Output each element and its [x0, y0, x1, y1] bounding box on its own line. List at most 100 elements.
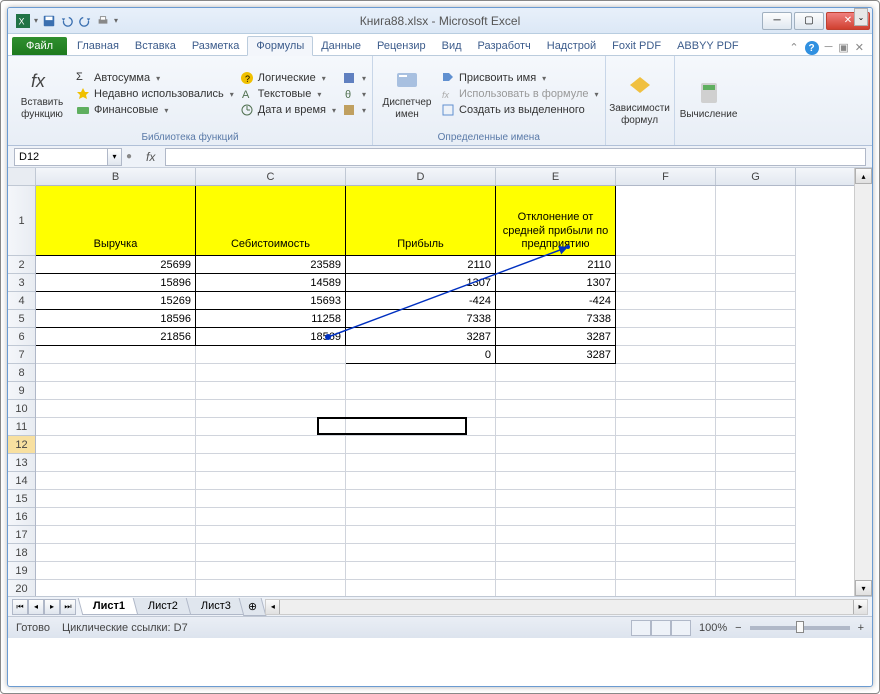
- header-cell[interactable]: Выручка: [36, 186, 196, 256]
- cell[interactable]: [716, 490, 796, 508]
- scroll-left-icon[interactable]: ◂: [266, 600, 280, 614]
- create-from-selection-button[interactable]: Создать из выделенного: [441, 103, 599, 117]
- cell[interactable]: [346, 544, 496, 562]
- cell[interactable]: [196, 490, 346, 508]
- use-in-formula-button[interactable]: fxИспользовать в формуле▾: [441, 87, 599, 101]
- cell[interactable]: [616, 508, 716, 526]
- cell[interactable]: [346, 580, 496, 596]
- recent-button[interactable]: Недавно использовались▾: [76, 87, 234, 101]
- cell[interactable]: [616, 454, 716, 472]
- column-header[interactable]: D: [346, 168, 496, 185]
- cell[interactable]: [36, 472, 196, 490]
- maximize-button[interactable]: ▢: [794, 12, 824, 30]
- cell[interactable]: 15896: [36, 274, 196, 292]
- page-layout-button[interactable]: [651, 620, 671, 636]
- cell[interactable]: [346, 400, 496, 418]
- cell[interactable]: [616, 562, 716, 580]
- cell[interactable]: [716, 580, 796, 596]
- cell[interactable]: [196, 436, 346, 454]
- cell[interactable]: [716, 526, 796, 544]
- sheet-nav-prev[interactable]: ◂: [28, 599, 44, 615]
- cell[interactable]: [616, 346, 716, 364]
- cell[interactable]: [36, 526, 196, 544]
- cell[interactable]: [346, 490, 496, 508]
- row-header[interactable]: 5: [8, 310, 35, 328]
- cell[interactable]: [716, 400, 796, 418]
- cell[interactable]: 15269: [36, 292, 196, 310]
- ribbon-tab[interactable]: ABBYY PDF: [669, 37, 747, 55]
- cell[interactable]: [346, 418, 496, 436]
- cell[interactable]: [716, 364, 796, 382]
- cell[interactable]: [496, 508, 616, 526]
- cell[interactable]: [36, 346, 196, 364]
- ribbon-tab[interactable]: Данные: [313, 37, 369, 55]
- cell[interactable]: [496, 436, 616, 454]
- cell[interactable]: [616, 310, 716, 328]
- row-header[interactable]: 13: [8, 454, 35, 472]
- row-header[interactable]: 3: [8, 274, 35, 292]
- cell[interactable]: [346, 472, 496, 490]
- cell[interactable]: 7338: [346, 310, 496, 328]
- row-header[interactable]: 15: [8, 490, 35, 508]
- cell[interactable]: [36, 508, 196, 526]
- cell[interactable]: [716, 274, 796, 292]
- cell[interactable]: [36, 580, 196, 596]
- cell[interactable]: 2110: [496, 256, 616, 274]
- cell[interactable]: [716, 472, 796, 490]
- cell[interactable]: [496, 400, 616, 418]
- cell[interactable]: [616, 526, 716, 544]
- cell[interactable]: [616, 382, 716, 400]
- row-header[interactable]: 1: [8, 186, 35, 256]
- row-header[interactable]: 12: [8, 436, 35, 454]
- name-box[interactable]: D12: [14, 148, 108, 166]
- ribbon-tab[interactable]: Формулы: [247, 36, 313, 56]
- insert-function-button[interactable]: fx Вставить функцию: [14, 58, 70, 130]
- select-all-corner[interactable]: [8, 168, 36, 186]
- text-button[interactable]: AТекстовые▾: [240, 87, 336, 101]
- row-header[interactable]: 16: [8, 508, 35, 526]
- header-cell[interactable]: [616, 186, 716, 256]
- cell[interactable]: 14589: [196, 274, 346, 292]
- print-icon[interactable]: [96, 14, 110, 28]
- cell[interactable]: 25699: [36, 256, 196, 274]
- cell[interactable]: [36, 400, 196, 418]
- inner-close-icon[interactable]: ✕: [855, 41, 864, 55]
- cell[interactable]: 18596: [36, 310, 196, 328]
- row-header[interactable]: 17: [8, 526, 35, 544]
- cell[interactable]: [716, 292, 796, 310]
- sheet-tab[interactable]: Лист3: [186, 598, 247, 615]
- cell[interactable]: 11258: [196, 310, 346, 328]
- cell[interactable]: [616, 292, 716, 310]
- cell[interactable]: [716, 562, 796, 580]
- cell[interactable]: [196, 346, 346, 364]
- financial-button[interactable]: Финансовые▾: [76, 103, 234, 117]
- cell[interactable]: [496, 382, 616, 400]
- header-cell[interactable]: Отклонение от средней прибыли по предпри…: [496, 186, 616, 256]
- new-sheet-button[interactable]: ⊕: [239, 598, 267, 616]
- cell[interactable]: 1307: [496, 274, 616, 292]
- page-break-button[interactable]: [671, 620, 691, 636]
- cell[interactable]: 1307: [346, 274, 496, 292]
- cell[interactable]: [716, 454, 796, 472]
- cell[interactable]: [36, 418, 196, 436]
- cell[interactable]: [346, 364, 496, 382]
- cell[interactable]: [616, 490, 716, 508]
- scroll-up-icon[interactable]: ▴: [855, 168, 872, 184]
- cell[interactable]: [716, 544, 796, 562]
- row-header[interactable]: 8: [8, 364, 35, 382]
- formula-auditing-button[interactable]: Зависимости формул: [612, 58, 668, 141]
- sheet-tab[interactable]: Лист1: [78, 598, 141, 615]
- ribbon-tab[interactable]: Разработч: [470, 37, 539, 55]
- logical-button[interactable]: ?Логические▾: [240, 71, 336, 85]
- dropdown-icon[interactable]: ▾: [34, 16, 38, 25]
- inner-restore-icon[interactable]: ▣: [838, 41, 848, 55]
- zoom-in-button[interactable]: +: [858, 622, 864, 634]
- row-header[interactable]: 6: [8, 328, 35, 346]
- cell[interactable]: [196, 364, 346, 382]
- row-header[interactable]: 19: [8, 562, 35, 580]
- math-button[interactable]: θ▾: [342, 87, 366, 101]
- cell[interactable]: [36, 364, 196, 382]
- cell[interactable]: [496, 580, 616, 596]
- cell[interactable]: [616, 256, 716, 274]
- cell[interactable]: [616, 544, 716, 562]
